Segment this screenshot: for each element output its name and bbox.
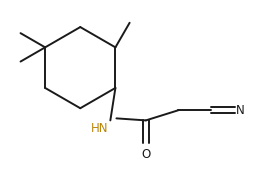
Text: HN: HN: [91, 122, 108, 135]
Text: N: N: [236, 104, 245, 117]
Text: O: O: [141, 148, 150, 161]
